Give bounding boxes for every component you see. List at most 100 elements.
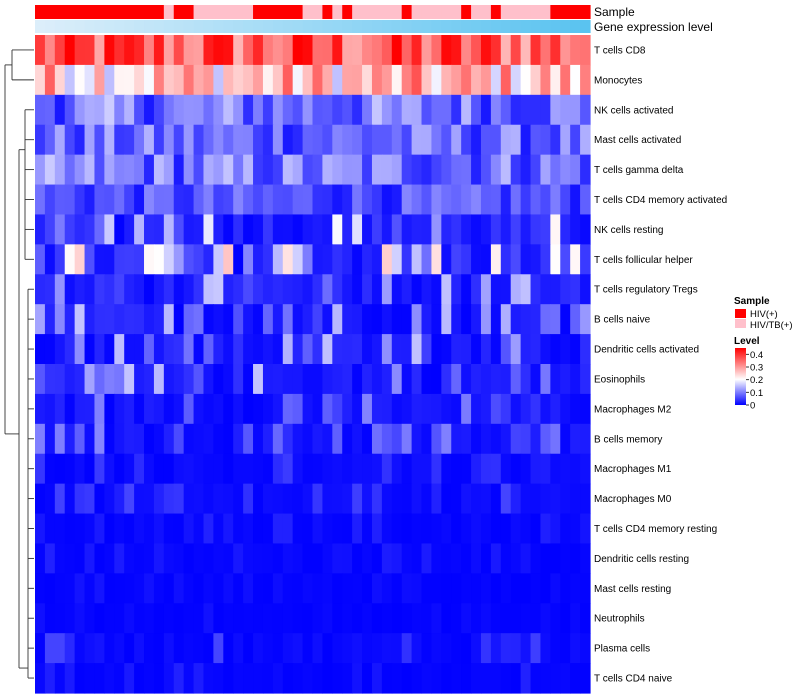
heatmap-cell <box>183 304 195 335</box>
sample-annotation-cell <box>500 5 512 19</box>
heatmap-cell <box>570 94 581 126</box>
heatmap-cell <box>243 94 254 126</box>
heatmap-cell <box>84 304 96 335</box>
heatmap-cell <box>490 364 502 395</box>
heatmap-cell <box>64 334 76 365</box>
heatmap-cell <box>471 393 482 425</box>
heatmap-cell <box>570 154 581 186</box>
heatmap-cell <box>520 543 532 574</box>
heatmap-cell <box>203 393 214 425</box>
sample-annotation-cell <box>64 5 76 19</box>
heatmap-cell <box>282 35 294 66</box>
heatmap-cell <box>203 543 214 574</box>
heatmap-cell <box>332 633 343 664</box>
heatmap-cell <box>35 423 46 455</box>
heatmap-cell <box>520 184 532 216</box>
heatmap-cell <box>173 453 185 485</box>
heatmap-cell <box>272 393 284 425</box>
heatmap-cell <box>243 214 254 245</box>
heatmap-cell <box>114 334 125 365</box>
heatmap-cell <box>203 154 214 186</box>
heatmap-cell <box>104 423 115 455</box>
heatmap-cell <box>262 423 274 455</box>
heatmap-cell <box>560 603 571 634</box>
heatmap-cell <box>342 274 353 305</box>
heatmap-cell <box>114 393 125 425</box>
heatmap-cell <box>213 453 224 485</box>
heatmap-cell <box>54 94 66 126</box>
heatmap-cell <box>312 94 324 126</box>
expression-annotation-cell <box>580 20 591 33</box>
heatmap-cell <box>213 274 224 305</box>
heatmap-cell <box>471 214 482 245</box>
heatmap-cell <box>134 304 145 335</box>
heatmap-cell <box>35 513 46 545</box>
heatmap-cell <box>431 334 442 365</box>
heatmap-cell <box>144 603 155 634</box>
sample-annotation-cell <box>124 5 135 19</box>
heatmap-cell <box>84 513 96 545</box>
heatmap-cell <box>292 603 304 634</box>
heatmap-cell <box>401 364 413 395</box>
heatmap-cell <box>441 423 452 455</box>
row-label: T cells CD4 memory resting <box>594 524 717 535</box>
sample-annotation-cell <box>223 5 234 19</box>
heatmap-cell <box>302 513 314 545</box>
heatmap-cell <box>421 154 433 186</box>
heatmap-cell <box>282 393 294 425</box>
heatmap-cell <box>352 94 363 126</box>
heatmap-cell <box>213 94 224 126</box>
heatmap-cell <box>114 483 125 515</box>
heatmap-cell <box>510 244 522 275</box>
sample-annotation-cell <box>490 5 502 19</box>
heatmap-cell <box>421 334 433 365</box>
heatmap-cell <box>480 633 492 664</box>
heatmap-cell <box>114 244 125 275</box>
heatmap-cell <box>401 453 413 485</box>
heatmap-cell <box>163 334 175 365</box>
heatmap-cell <box>44 423 56 455</box>
heatmap-cell <box>451 663 462 694</box>
heatmap-cell <box>451 513 462 545</box>
heatmap-cell <box>471 334 482 365</box>
heatmap-cell <box>282 423 294 455</box>
heatmap-cell <box>500 154 512 186</box>
heatmap-cell <box>381 543 393 574</box>
sample-annotation-cell <box>421 5 433 19</box>
heatmap-cell <box>124 663 135 694</box>
sample-annotation-cell <box>371 5 383 19</box>
heatmap-cell <box>520 64 532 96</box>
heatmap-cell <box>144 124 155 156</box>
heatmap-cell <box>560 274 571 305</box>
heatmap-cell <box>94 364 105 395</box>
heatmap-cell <box>510 35 522 66</box>
expression-annotation-cell <box>94 20 105 33</box>
row-label: Dendritic cells activated <box>594 345 699 356</box>
heatmap-cell <box>74 513 86 545</box>
heatmap-cell <box>461 94 472 126</box>
heatmap-cell <box>570 244 581 275</box>
heatmap-cell <box>302 124 314 156</box>
heatmap-cell <box>302 364 314 395</box>
expression-annotation-cell <box>124 20 135 33</box>
heatmap-cell <box>114 543 125 574</box>
heatmap-cell <box>213 214 224 245</box>
heatmap-cell <box>500 513 512 545</box>
heatmap-cell <box>64 543 76 574</box>
heatmap-cell <box>94 603 105 634</box>
heatmap-cell <box>371 603 383 634</box>
heatmap-cell <box>570 423 581 455</box>
heatmap-cell <box>134 513 145 545</box>
heatmap-cell <box>302 35 314 66</box>
heatmap-cell <box>411 94 423 126</box>
heatmap-cell <box>471 663 482 694</box>
heatmap-cell <box>520 304 532 335</box>
heatmap-cell <box>114 423 125 455</box>
heatmap-cell <box>163 154 175 186</box>
heatmap-cell <box>282 364 294 395</box>
heatmap-cell <box>332 154 343 186</box>
heatmap-cell <box>253 124 264 156</box>
heatmap-cell <box>471 364 482 395</box>
heatmap-cell <box>352 543 363 574</box>
heatmap-cell <box>362 184 373 216</box>
